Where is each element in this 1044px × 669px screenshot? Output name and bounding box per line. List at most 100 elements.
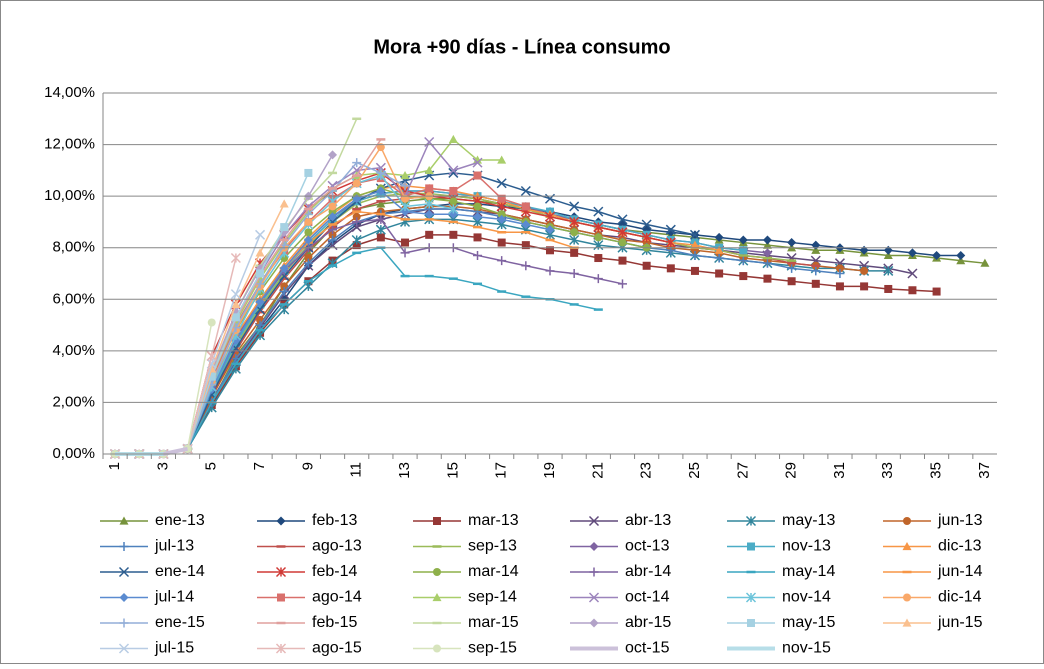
legend-item: ago-14: [257, 589, 362, 606]
point-marker: [230, 252, 241, 264]
x-tick-label: 5: [203, 462, 220, 470]
x-tick-label: 15: [444, 462, 461, 479]
point-marker: [907, 268, 918, 279]
legend-marker: [747, 619, 755, 627]
x-tick-label: 3: [154, 462, 171, 470]
point-marker: [835, 264, 844, 273]
y-tick-label: 12,00%: [44, 136, 95, 153]
x-tick-label: 7: [251, 462, 268, 470]
point-marker: [811, 245, 821, 254]
legend-marker: [588, 592, 600, 603]
point-marker: [279, 263, 289, 273]
point-marker: [907, 248, 917, 258]
legend-item: ago-15: [257, 640, 362, 657]
point-marker: [400, 181, 410, 191]
point-marker: [328, 225, 338, 235]
legend-marker: [902, 542, 912, 551]
legend-label: jun-15: [937, 614, 983, 631]
point-marker: [521, 220, 531, 230]
point-marker: [304, 168, 313, 177]
point-marker: [497, 194, 506, 203]
point-marker: [375, 162, 386, 173]
legend-label: ago-13: [312, 538, 362, 555]
point-marker: [569, 216, 580, 227]
legend-item: jun-13: [883, 512, 983, 529]
legend-item: jul-13: [100, 538, 194, 555]
point-marker: [473, 233, 482, 242]
point-marker: [303, 258, 313, 268]
y-tick-label: 14,00%: [44, 84, 95, 101]
y-tick-label: 2,00%: [52, 393, 95, 410]
point-marker: [689, 229, 701, 240]
point-marker: [472, 157, 483, 168]
legend-item: abr-14: [570, 563, 671, 580]
legend-label: oct-15: [625, 640, 670, 657]
legend-label: may-15: [782, 614, 835, 631]
point-marker: [860, 282, 869, 291]
x-tick-label: 27: [734, 462, 751, 479]
legend-item: sep-15: [413, 640, 517, 657]
legend-marker: [119, 516, 129, 525]
x-tick-label: 35: [928, 462, 945, 479]
point-marker: [835, 282, 844, 291]
point-marker: [448, 165, 459, 176]
legend-marker: [432, 593, 442, 602]
x-tick-label: 25: [686, 462, 703, 479]
point-marker: [207, 372, 216, 381]
legend-marker: [433, 568, 441, 576]
legend-marker: [276, 516, 286, 526]
y-tick-label: 8,00%: [52, 239, 95, 256]
point-marker: [448, 204, 459, 215]
legend-label: nov-14: [782, 589, 831, 606]
point-marker: [569, 201, 580, 212]
x-tick-label: 11: [348, 462, 365, 478]
point-marker: [328, 212, 338, 222]
legend-marker: [275, 643, 287, 654]
legend-marker: [747, 542, 755, 551]
point-marker: [714, 245, 724, 254]
legend-item: feb-14: [257, 563, 357, 580]
point-marker: [303, 235, 313, 245]
x-tick-label: 29: [783, 462, 800, 479]
point-marker: [230, 363, 241, 374]
point-marker: [449, 197, 458, 206]
legend-marker: [275, 566, 287, 578]
legend-label: ago-15: [312, 640, 362, 657]
point-marker: [739, 272, 748, 281]
point-marker: [376, 143, 385, 152]
point-marker: [594, 254, 603, 263]
point-marker: [473, 250, 483, 260]
point-marker: [255, 320, 265, 330]
point-marker: [545, 266, 555, 276]
point-marker: [594, 233, 603, 242]
legend-label: ene-14: [155, 563, 205, 580]
point-marker: [932, 287, 941, 296]
point-marker: [738, 235, 748, 245]
legend-marker: [119, 618, 129, 628]
point-marker: [521, 202, 530, 211]
point-marker: [497, 155, 507, 164]
legend-label: mar-15: [468, 614, 519, 631]
x-tick-label: 9: [299, 462, 316, 470]
point-marker: [351, 234, 362, 246]
point-marker: [449, 230, 458, 239]
y-tick-label: 10,00%: [44, 187, 95, 204]
point-marker: [280, 223, 289, 232]
point-marker: [376, 233, 385, 242]
legend-marker: [433, 517, 441, 525]
legend-marker: [745, 592, 757, 603]
point-marker: [860, 266, 869, 275]
legend-item: ago-13: [257, 538, 362, 555]
legend-item: may-13: [727, 512, 835, 529]
y-tick-label: 0,00%: [52, 445, 95, 462]
point-marker: [787, 263, 797, 273]
legend-label: jun-13: [937, 512, 983, 529]
legend-label: oct-14: [625, 589, 670, 606]
legend-marker: [118, 643, 130, 654]
x-tick-label: 23: [638, 462, 655, 479]
legend-item: dic-14: [883, 589, 982, 606]
point-marker: [304, 228, 313, 237]
point-marker: [811, 279, 820, 288]
point-marker: [328, 150, 338, 160]
